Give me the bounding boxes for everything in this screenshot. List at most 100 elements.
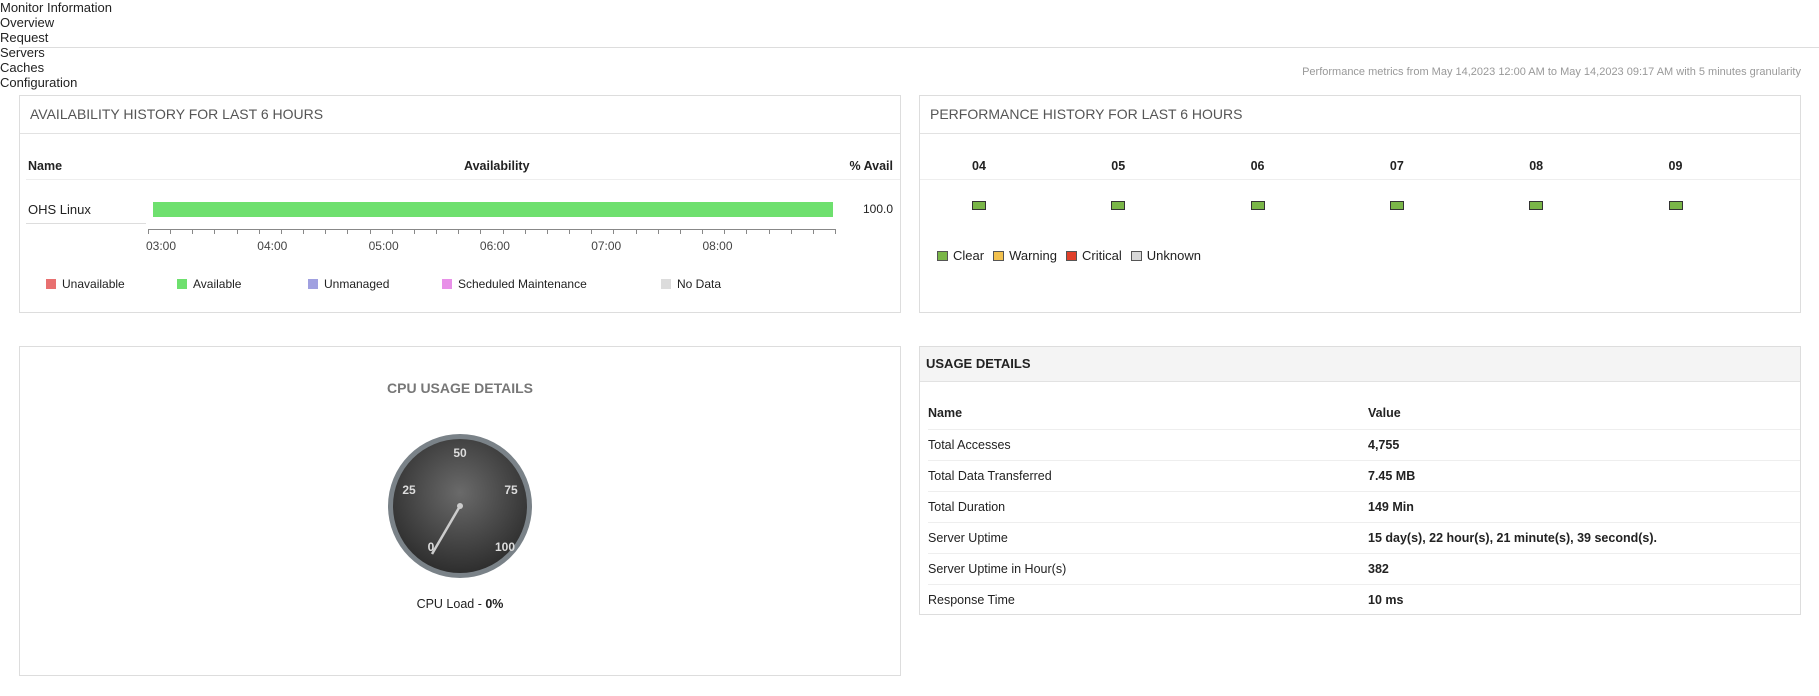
axis-tick [436,229,438,234]
cell-value: 149 Min [1368,500,1414,514]
legend-item: Warning [993,248,1057,263]
hour-label: 04 [972,159,986,173]
tab-bar: Monitor Information Overview Request Server… [0,0,1819,90]
cell-value: 382 [1368,562,1389,576]
gauge-tick-label: 50 [453,446,467,460]
axis-tick [613,229,615,234]
axis-tick [635,229,637,234]
gauge-needle [430,505,462,555]
axis-tick [480,229,482,234]
axis-tick [303,229,305,234]
legend: Unavailable Available Unmanaged Scheduled M… [20,277,900,293]
time-label: 05:00 [368,239,399,253]
legend-item: Scheduled Maintenance [442,277,587,291]
table-row: Server Uptime in Hour(s) 382 [928,553,1800,585]
tab[interactable]: Request [0,30,49,45]
tab-bar-line [19,47,1819,48]
status-cell [1250,201,1265,210]
legend-item: Unknown [1130,248,1201,263]
legend-label: Unmanaged [324,277,390,291]
axis-tick [746,229,748,234]
hour-label: 06 [1250,159,1265,173]
panel-title: CPU USAGE DETAILS [387,380,533,396]
divider [26,223,146,224]
gauge-hub [457,503,463,509]
axis-tick [347,229,349,234]
axis-tick [413,229,415,234]
axis-tick [724,229,726,234]
hour-label: 08 [1529,159,1544,173]
legend-label: Unknown [1146,248,1201,263]
axis-tick [657,229,659,234]
cell-name: Server Uptime in Hour(s) [928,562,1067,576]
legend-label: Warning [1009,248,1058,263]
axis-tick [546,229,548,234]
status-cell [1529,201,1544,210]
axis-tick [812,229,814,234]
table-row: Total Data Transferred 7.45 MB [928,460,1800,492]
legend-label: Critical [1082,248,1122,263]
axis-tick [258,229,260,234]
tab[interactable]: Configuration [0,75,78,90]
time-label: 03:00 [146,239,177,253]
panel-title: USAGE DETAILS [920,347,1800,382]
cell-value: 15 day(s), 22 hour(s), 21 minute(s), 39 … [1368,531,1657,545]
time-label: 08:00 [702,239,733,253]
legend-swatch [993,251,1005,261]
time-label: 06:00 [479,239,510,253]
hour-label: 05 [1111,159,1126,173]
panel-title: AVAILABILITY HISTORY FOR LAST 6 HOURS [20,96,900,134]
usage-panel: USAGE DETAILS Name Value Total Accesses 4,7… [919,346,1801,615]
hour-label: 07 [1389,159,1404,173]
axis-tick [458,229,460,234]
cell-value: 4,755 [1368,438,1400,452]
axis-tick [280,229,282,234]
cell-name: Total Accesses [928,438,1011,452]
legend-item: Unmanaged [308,277,389,291]
cpu-gauge: 0 25 50 75 100 [388,434,532,578]
axis-tick [502,229,504,234]
divider [26,179,900,180]
legend-item: Available [177,277,241,291]
col-header: Name [28,159,63,173]
status-cell [1668,201,1683,210]
tab[interactable]: Overview [0,15,55,30]
cpu-load: CPU Load - 0% [20,597,900,611]
axis-line [148,229,835,230]
table-row: Total Duration 149 Min [928,491,1800,523]
tab[interactable]: Monitor Information [0,0,112,15]
table-row: Response Time 10 ms [928,584,1800,616]
axis-tick [702,229,704,234]
legend-swatch [1066,251,1078,261]
legend-item: Clear [937,248,984,263]
axis-tick [325,229,327,234]
cpu-load-label: CPU Load - [416,597,482,611]
avail-percent: 100.0 [862,202,893,216]
col-header: Value [1368,406,1401,420]
status-cell [1111,201,1126,210]
performance-panel: PERFORMANCE HISTORY FOR LAST 6 HOURS 04 0… [919,95,1801,313]
legend-item: Unavailable [46,277,125,291]
monitor-name: OHS Linux [28,202,91,217]
tab[interactable]: Servers [0,45,45,60]
cell-name: Total Data Transferred [928,469,1052,483]
axis-tick [569,229,571,234]
legend-label: Unavailable [62,277,125,291]
gauge-tick-label: 75 [504,483,518,497]
legend-item: Critical [1066,248,1122,263]
cell-name: Server Uptime [928,531,1008,545]
metrics-note: Performance metrics from May 14,2023 12:… [1302,66,1801,78]
legend-label: No Data [677,277,722,291]
status-cell [972,201,986,210]
legend-item: No Data [661,277,721,291]
time-label: 04:00 [257,239,288,253]
tab[interactable]: Caches [0,60,45,75]
legend-swatch [1130,251,1142,261]
cpu-panel: CPU USAGE DETAILS 0 25 50 75 100 CPU Load - … [19,346,901,676]
legend-label: Clear [953,248,985,263]
legend-swatch [661,279,671,289]
cpu-load-value: 0% [485,597,504,611]
cell-value: 10 ms [1368,593,1404,607]
legend-swatch [308,279,318,289]
